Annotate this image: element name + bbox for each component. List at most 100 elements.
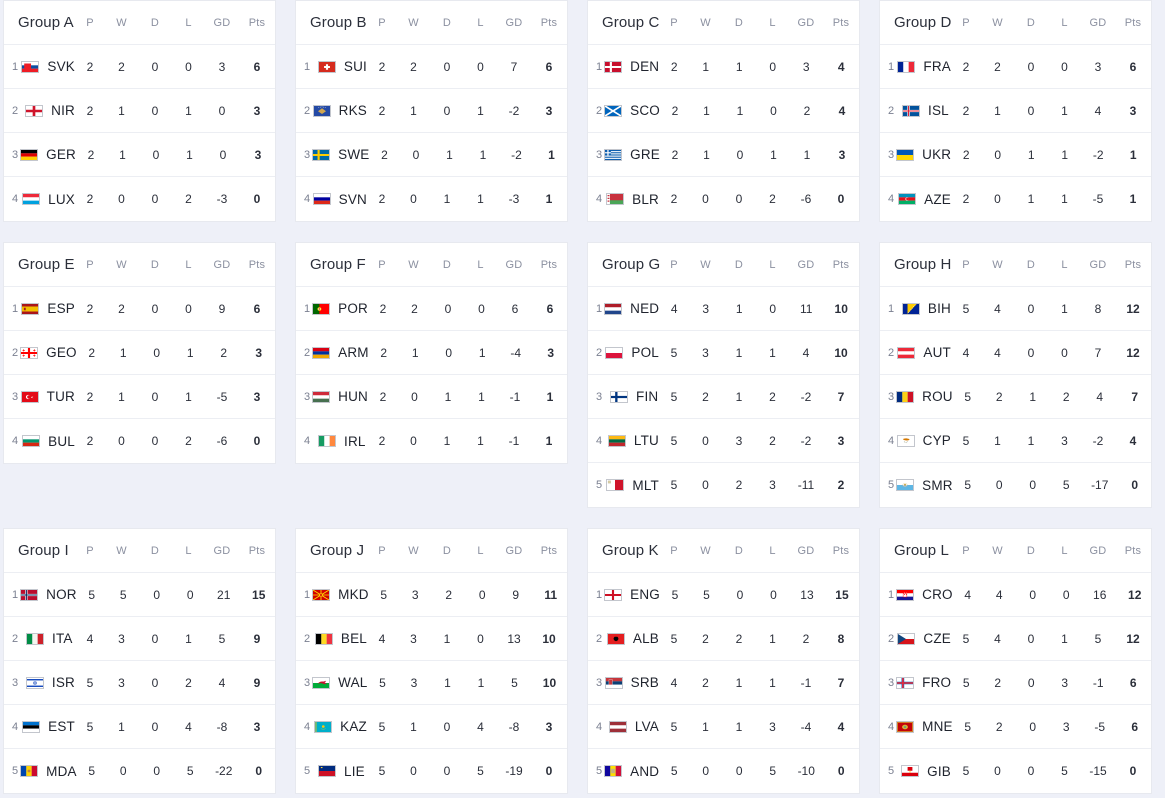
table-row[interactable]: 5 SMR 5 0 0 5 -17 0 — [880, 463, 1151, 507]
team-code[interactable]: NED — [630, 301, 660, 316]
table-row[interactable]: 1 DEN 2 1 1 0 3 4 — [588, 45, 859, 89]
team-code[interactable]: WAL — [338, 675, 368, 690]
team-code[interactable]: GIB — [927, 763, 951, 779]
table-row[interactable]: 3 FIN 5 2 1 2 -2 7 — [588, 375, 859, 419]
table-row[interactable]: 4 IRL 2 0 1 1 -1 1 — [296, 419, 567, 463]
table-row[interactable]: 4 AZE 2 0 1 1 -5 1 — [880, 177, 1151, 221]
team-code[interactable]: MNE — [922, 719, 953, 734]
team-code[interactable]: LUX — [48, 191, 75, 207]
team-code[interactable]: AND — [630, 763, 660, 779]
table-row[interactable]: 1 NOR 5 5 0 0 21 15 — [4, 573, 275, 617]
team-code[interactable]: LTU — [633, 433, 659, 448]
table-row[interactable]: 1 BIH 5 4 0 1 8 12 — [880, 287, 1151, 331]
table-row[interactable]: 2 AUT 4 4 0 0 7 12 — [880, 331, 1151, 375]
table-row[interactable]: 4 LUX 2 0 0 2 -3 0 — [4, 177, 275, 221]
team-code[interactable]: TUR — [46, 389, 75, 404]
table-row[interactable]: 3 UKR 2 0 1 1 -2 1 — [880, 133, 1151, 177]
team-code[interactable]: ARM — [338, 345, 369, 360]
table-row[interactable]: 3 SWE 2 0 1 1 -2 1 — [296, 133, 567, 177]
table-row[interactable]: 2 POL 5 3 1 1 4 10 — [588, 331, 859, 375]
table-row[interactable]: 5 GIB 5 0 0 5 -15 0 — [880, 749, 1151, 793]
team-code[interactable]: IRL — [344, 433, 366, 449]
team-code[interactable]: NOR — [46, 587, 77, 602]
team-code[interactable]: SRB — [630, 675, 659, 690]
team-code[interactable]: SUI — [343, 59, 367, 74]
table-row[interactable]: 3 WAL 5 3 1 1 5 10 — [296, 661, 567, 705]
table-row[interactable]: 1 ENG 5 5 0 0 13 15 — [588, 573, 859, 617]
team-code[interactable]: AZE — [924, 191, 951, 207]
table-row[interactable]: 1 POR 2 2 0 0 6 6 — [296, 287, 567, 331]
team-code[interactable]: GER — [46, 147, 76, 162]
table-row[interactable]: 3 HUN 2 0 1 1 -1 1 — [296, 375, 567, 419]
team-code[interactable]: RKS — [338, 103, 367, 118]
team-code[interactable]: ENG — [630, 587, 660, 602]
table-row[interactable]: 4 LVA 5 1 1 3 -4 4 — [588, 705, 859, 749]
table-row[interactable]: 4 BLR 2 0 0 2 -6 0 — [588, 177, 859, 221]
team-code[interactable]: CZE — [923, 631, 951, 646]
table-row[interactable]: 5 AND 5 0 0 5 -10 0 — [588, 749, 859, 793]
team-code[interactable]: FIN — [636, 389, 659, 404]
team-code[interactable]: SVK — [47, 59, 75, 74]
team-code[interactable]: SMR — [922, 477, 953, 493]
team-code[interactable]: ISL — [928, 103, 949, 118]
table-row[interactable]: 2 ITA 4 3 0 1 5 9 — [4, 617, 275, 661]
table-row[interactable]: 1 MKD 5 3 2 0 9 11 — [296, 573, 567, 617]
team-code[interactable]: AUT — [923, 345, 951, 360]
table-row[interactable]: 3 GER 2 1 0 1 0 3 — [4, 133, 275, 177]
team-code[interactable]: LVA — [634, 719, 659, 734]
team-code[interactable]: BIH — [927, 301, 951, 316]
team-code[interactable]: UKR — [922, 147, 952, 162]
table-row[interactable]: 1 ESP 2 2 0 0 9 6 — [4, 287, 275, 331]
team-code[interactable]: MKD — [338, 587, 369, 602]
team-code[interactable]: SWE — [338, 147, 370, 162]
table-row[interactable]: 2 BEL 4 3 1 0 13 10 — [296, 617, 567, 661]
team-code[interactable]: GEO — [46, 345, 77, 360]
table-row[interactable]: 3 FRO 5 2 0 3 -1 6 — [880, 661, 1151, 705]
team-code[interactable]: POR — [338, 301, 368, 316]
team-code[interactable]: ESP — [47, 301, 75, 316]
table-row[interactable]: 2 ARM 2 1 0 1 -4 3 — [296, 331, 567, 375]
team-code[interactable]: MLT — [632, 477, 659, 493]
team-code[interactable]: FRO — [922, 675, 952, 690]
team-code[interactable]: FRA — [923, 59, 951, 74]
table-row[interactable]: 3 SRB 4 2 1 1 -1 7 — [588, 661, 859, 705]
table-row[interactable]: 5 MLT 5 0 2 3 -11 2 — [588, 463, 859, 507]
team-code[interactable]: HUN — [338, 389, 368, 404]
team-code[interactable]: BLR — [632, 191, 659, 207]
table-row[interactable]: 2 SCO 2 1 1 0 2 4 — [588, 89, 859, 133]
team-code[interactable]: ROU — [922, 389, 953, 404]
team-code[interactable]: ITA — [52, 631, 73, 646]
team-code[interactable]: BEL — [340, 631, 367, 646]
table-row[interactable]: 2 ALB 5 2 2 1 2 8 — [588, 617, 859, 661]
table-row[interactable]: 1 CRO 4 4 0 0 16 12 — [880, 573, 1151, 617]
team-code[interactable]: CYP — [922, 433, 951, 448]
table-row[interactable]: 5 MDA 5 0 0 5 -22 0 — [4, 749, 275, 793]
table-row[interactable]: 1 SVK 2 2 0 0 3 6 — [4, 45, 275, 89]
team-code[interactable]: SVN — [338, 191, 367, 207]
team-code[interactable]: SCO — [630, 103, 660, 118]
table-row[interactable]: 2 NIR 2 1 0 1 0 3 — [4, 89, 275, 133]
table-row[interactable]: 4 LTU 5 0 3 2 -2 3 — [588, 419, 859, 463]
table-row[interactable]: 1 SUI 2 2 0 0 7 6 — [296, 45, 567, 89]
team-code[interactable]: EST — [48, 719, 75, 734]
team-code[interactable]: KAZ — [340, 719, 367, 734]
team-code[interactable]: ISR — [51, 675, 75, 690]
team-code[interactable]: POL — [631, 345, 659, 360]
team-code[interactable]: LIE — [344, 763, 365, 779]
team-code[interactable]: NIR — [51, 103, 75, 118]
table-row[interactable]: 2 ISL 2 1 0 1 4 3 — [880, 89, 1151, 133]
table-row[interactable]: 1 NED 4 3 1 0 11 10 — [588, 287, 859, 331]
team-code[interactable]: BUL — [48, 433, 75, 449]
team-code[interactable]: GRE — [630, 147, 660, 162]
team-code[interactable]: MDA — [46, 763, 77, 779]
table-row[interactable]: 3 ROU 5 2 1 2 4 7 — [880, 375, 1151, 419]
team-code[interactable]: ALB — [632, 631, 659, 646]
table-row[interactable]: 5 LIE 5 0 0 5 -19 0 — [296, 749, 567, 793]
table-row[interactable]: 3 ISR 5 3 0 2 4 9 — [4, 661, 275, 705]
table-row[interactable]: 1 FRA 2 2 0 0 3 6 — [880, 45, 1151, 89]
team-code[interactable]: DEN — [630, 59, 660, 74]
table-row[interactable]: 4 MNE 5 2 0 3 -5 6 — [880, 705, 1151, 749]
table-row[interactable]: 4 KAZ 5 1 0 4 -8 3 — [296, 705, 567, 749]
table-row[interactable]: 4 SVN 2 0 1 1 -3 1 — [296, 177, 567, 221]
table-row[interactable]: 2 RKS 2 1 0 1 -2 3 — [296, 89, 567, 133]
